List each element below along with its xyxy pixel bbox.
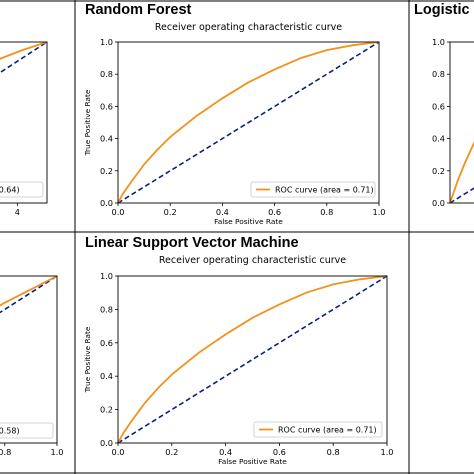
legend: ROC curve (area = 0.71) bbox=[253, 421, 383, 438]
y-axis-label: True Positive Rate bbox=[83, 89, 92, 156]
roc-curve-line bbox=[117, 275, 388, 444]
y-tick-label: 0.2 bbox=[432, 166, 445, 176]
y-tick-label: 0.2 bbox=[100, 405, 113, 415]
legend-label: area = 0.58) bbox=[0, 427, 20, 436]
plot-title: Receiver operating characteristic curve bbox=[155, 22, 342, 33]
axes-frame bbox=[117, 41, 380, 204]
plot-title: Receiver operating characteristic curve bbox=[159, 255, 346, 266]
y-tick-label: 0.0 bbox=[432, 198, 445, 208]
y-tick-label: 1.0 bbox=[100, 271, 113, 281]
y-tick-label: 1.0 bbox=[432, 37, 445, 47]
chart-top-middle: 0.0 0.2 0.4 0.6 0.8 1.0 0.0 0.2 0.4 0.6 0.8 1.0 Rece… bbox=[83, 22, 386, 226]
y-tick-label: 0.4 bbox=[100, 371, 113, 381]
y-axis-label: True Positive Rate bbox=[83, 326, 92, 393]
x-tick-label: 0.0 bbox=[0, 207, 7, 217]
x-tick-label: 0.2 bbox=[165, 447, 178, 457]
y-tick-label: 0.0 bbox=[100, 438, 113, 448]
axes-frame bbox=[0, 41, 48, 204]
x-tick-label: 0.8 bbox=[0, 447, 11, 457]
chance-diagonal-line bbox=[117, 41, 380, 204]
x-axis-label: False Positive Rate bbox=[214, 217, 283, 226]
legend-box bbox=[250, 181, 376, 198]
legend-box bbox=[0, 181, 44, 198]
y-tick-label: 1.0 bbox=[100, 37, 113, 47]
x-tick-label: 0.6 bbox=[268, 207, 281, 217]
x-tick-label: 1.0 bbox=[372, 207, 385, 217]
chart-bottom-left: 0.8 1.0 area = 0.58) bbox=[0, 275, 64, 457]
chart-clip-group: 0.0 0.2 0.4 0.6 0.8 1.0 0.0 bbox=[0, 37, 474, 217]
chance-diagonal-line bbox=[0, 275, 58, 314]
legend-box bbox=[0, 422, 54, 439]
chart-top-right: 0.0 0.2 0.4 0.6 0.8 1.0 0.0 bbox=[0, 37, 474, 217]
legend: ROC curve (area = 0.71) bbox=[250, 181, 376, 198]
chance-diagonal-line bbox=[117, 275, 388, 444]
roc-curve-line bbox=[117, 41, 380, 204]
y-tick-label: 0.0 bbox=[100, 198, 113, 208]
chance-diagonal-line bbox=[449, 187, 474, 204]
axes-frame bbox=[117, 275, 388, 444]
legend-label: ROC curve (area = 0.71) bbox=[275, 186, 374, 195]
x-axis-label: False Positive Rate bbox=[218, 457, 287, 466]
legend: area = 0.58) bbox=[0, 422, 54, 439]
y-tick-label: 0.4 bbox=[100, 134, 113, 144]
chance-diagonal-line bbox=[0, 41, 48, 74]
legend: area = 0.64) bbox=[0, 181, 44, 198]
chart-bottom-middle: 0.0 0.2 0.4 0.6 0.8 1.0 0.0 0.2 0.4 0.6 0.8 1.0 Rece… bbox=[83, 255, 394, 466]
charts-layer: 4 area = 0.64) 0.0 0.2 0.4 0.6 0.8 1.0 0.0 0.2 0.4… bbox=[0, 22, 474, 466]
x-tick-label: 1.0 bbox=[380, 447, 393, 457]
axes-frame bbox=[0, 275, 58, 444]
axes-frame bbox=[449, 41, 474, 204]
y-tick-label: 0.4 bbox=[432, 134, 445, 144]
roc-curve-line bbox=[0, 41, 48, 60]
panel-title-random-forest: Random Forest bbox=[85, 2, 192, 18]
x-tick-label: 0.8 bbox=[320, 207, 333, 217]
x-tick-label: 0.0 bbox=[111, 207, 124, 217]
legend-label: ROC curve (area = 0.71) bbox=[278, 426, 377, 435]
x-tick-label: 0.8 bbox=[327, 447, 340, 457]
x-tick-label: 1.0 bbox=[50, 447, 63, 457]
y-tick-label: 0.8 bbox=[432, 69, 445, 79]
y-tick-label: 0.8 bbox=[100, 304, 113, 314]
roc-curve-line bbox=[449, 140, 474, 204]
x-tick-label: 4 bbox=[15, 207, 20, 217]
y-tick-label: 0.6 bbox=[100, 338, 113, 348]
x-tick-label: 0.0 bbox=[111, 447, 124, 457]
x-tick-label: 0.6 bbox=[273, 447, 286, 457]
panel-title-linear-svm: Linear Support Vector Machine bbox=[85, 235, 299, 251]
x-tick-label: 0.4 bbox=[216, 207, 229, 217]
x-tick-label: 0.4 bbox=[219, 447, 232, 457]
y-tick-label: 0.2 bbox=[100, 166, 113, 176]
chart-inner: 0.0 0.2 0.4 0.6 0.8 1.0 0.0 0.2 0.4 0.6 0.8 1.0 Rece… bbox=[83, 22, 386, 226]
legend-box bbox=[253, 421, 383, 438]
chart-top-left: 4 area = 0.64) bbox=[0, 41, 48, 217]
legend-label: area = 0.64) bbox=[0, 186, 20, 195]
panel-title-logistic: Logistic R bbox=[414, 2, 474, 18]
x-tick-label: 0.2 bbox=[164, 207, 177, 217]
y-tick-label: 0.8 bbox=[100, 69, 113, 79]
y-tick-label: 0.6 bbox=[100, 101, 113, 111]
y-tick-label: 0.6 bbox=[432, 101, 445, 111]
chart-clip-group: 0.8 1.0 area = 0.58) bbox=[0, 275, 64, 457]
chart-clip-group: 4 area = 0.64) bbox=[0, 41, 48, 217]
chart-inner: 0.0 0.2 0.4 0.6 0.8 1.0 0.0 0.2 0.4 0.6 0.8 1.0 Rece… bbox=[83, 255, 394, 466]
roc-curve-line bbox=[0, 275, 58, 307]
